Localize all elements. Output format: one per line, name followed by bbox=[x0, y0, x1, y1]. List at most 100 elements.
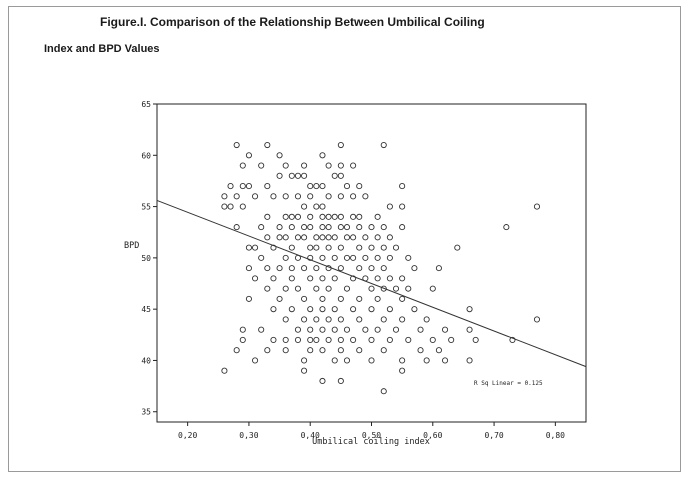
x-axis-label: Umbilical coiling index bbox=[312, 437, 430, 447]
data-point bbox=[423, 357, 430, 364]
data-point bbox=[417, 326, 424, 333]
data-point bbox=[325, 234, 332, 241]
x-tick-label: 0,70 bbox=[484, 431, 503, 440]
data-point bbox=[368, 336, 375, 343]
data-point bbox=[533, 316, 541, 323]
data-point bbox=[343, 234, 351, 241]
data-point bbox=[337, 316, 344, 323]
y-tick-label: 35 bbox=[141, 408, 151, 417]
data-point bbox=[307, 326, 314, 333]
data-point bbox=[276, 172, 283, 179]
fit-line-group bbox=[156, 199, 587, 368]
data-point bbox=[258, 254, 265, 261]
data-point bbox=[325, 285, 332, 292]
data-point bbox=[399, 295, 406, 302]
data-point bbox=[331, 172, 338, 179]
data-point bbox=[282, 347, 289, 354]
data-point bbox=[350, 193, 357, 200]
data-point bbox=[368, 357, 375, 364]
data-point bbox=[294, 193, 302, 200]
data-point bbox=[343, 285, 351, 292]
data-point bbox=[245, 265, 252, 272]
data-point bbox=[294, 285, 302, 292]
data-point bbox=[350, 213, 357, 220]
data-point bbox=[356, 316, 363, 323]
data-point bbox=[343, 254, 351, 261]
data-point bbox=[325, 224, 332, 231]
data-point bbox=[386, 254, 393, 261]
data-point bbox=[380, 388, 387, 395]
data-point bbox=[405, 285, 412, 292]
data-point bbox=[399, 203, 406, 210]
data-point bbox=[331, 326, 338, 333]
data-point bbox=[362, 254, 369, 261]
data-point bbox=[313, 265, 320, 272]
data-point bbox=[301, 203, 308, 210]
data-point bbox=[356, 347, 363, 354]
data-point bbox=[350, 234, 357, 241]
data-point bbox=[454, 244, 461, 251]
data-point bbox=[374, 213, 381, 220]
data-point bbox=[343, 183, 351, 190]
data-point bbox=[343, 357, 351, 364]
data-point bbox=[319, 183, 326, 190]
data-point bbox=[221, 193, 228, 200]
data-point bbox=[325, 213, 332, 220]
y-tick-label: 50 bbox=[141, 254, 151, 263]
data-point bbox=[362, 234, 369, 241]
data-point bbox=[429, 285, 436, 292]
data-point bbox=[245, 152, 252, 159]
data-point bbox=[337, 162, 344, 169]
data-point bbox=[301, 265, 308, 272]
data-point bbox=[429, 336, 436, 343]
data-point bbox=[331, 357, 338, 364]
data-point bbox=[258, 162, 265, 169]
data-point bbox=[264, 141, 271, 149]
data-point bbox=[392, 285, 400, 292]
data-point bbox=[399, 183, 406, 190]
x-tick-label: 0,50 bbox=[362, 431, 381, 440]
data-point bbox=[392, 244, 400, 251]
data-point bbox=[319, 254, 326, 261]
data-point bbox=[411, 265, 418, 272]
data-point bbox=[227, 203, 234, 210]
data-point bbox=[399, 316, 406, 323]
data-point bbox=[423, 316, 430, 323]
data-point bbox=[301, 234, 308, 241]
data-point bbox=[350, 254, 357, 261]
data-point bbox=[319, 203, 326, 210]
data-point bbox=[245, 244, 252, 251]
data-point bbox=[288, 244, 295, 251]
data-point bbox=[325, 193, 332, 200]
data-point bbox=[319, 152, 326, 159]
data-point bbox=[301, 295, 308, 302]
data-point bbox=[399, 357, 406, 364]
data-point bbox=[319, 295, 326, 302]
data-point bbox=[282, 213, 289, 220]
data-point bbox=[227, 183, 234, 190]
data-point bbox=[337, 347, 344, 354]
data-point bbox=[435, 347, 442, 354]
data-point bbox=[252, 244, 259, 251]
data-point bbox=[448, 336, 455, 343]
data-point bbox=[282, 162, 289, 169]
data-point bbox=[307, 275, 314, 282]
data-point bbox=[313, 203, 320, 210]
data-point bbox=[399, 275, 406, 282]
data-point bbox=[282, 316, 289, 323]
data-point bbox=[337, 224, 344, 231]
data-point bbox=[319, 234, 326, 241]
data-point bbox=[270, 306, 277, 313]
data-point bbox=[252, 193, 259, 200]
data-point bbox=[239, 203, 246, 210]
data-point bbox=[221, 203, 228, 210]
data-point bbox=[239, 162, 246, 169]
data-point bbox=[252, 357, 259, 364]
data-point bbox=[380, 224, 387, 231]
data-point bbox=[386, 336, 393, 343]
data-point bbox=[343, 326, 351, 333]
data-point bbox=[417, 347, 424, 354]
data-point bbox=[264, 234, 271, 241]
y-tick-label: 65 bbox=[141, 100, 151, 109]
data-point bbox=[331, 306, 338, 313]
